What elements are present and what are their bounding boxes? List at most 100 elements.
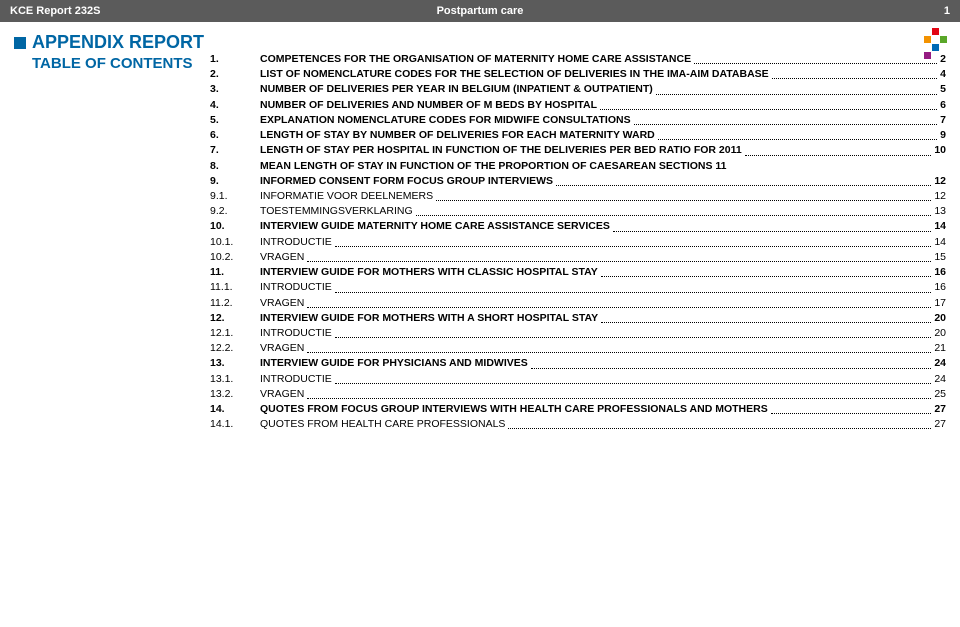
toc-leader-dots: [601, 276, 932, 277]
toc-entry-label: NUMBER OF DELIVERIES PER YEAR IN BELGIUM…: [260, 82, 653, 97]
toc-entry-number: 14.1.: [210, 417, 260, 432]
toc-entry-page: 20: [934, 326, 946, 341]
header-doc-title: Postpartum care: [437, 5, 524, 17]
toc-entry: 2.LIST OF NOMENCLATURE CODES FOR THE SEL…: [210, 67, 946, 82]
toc-leader-dots: [694, 63, 937, 64]
toc-entry-text: LENGTH OF STAY PER HOSPITAL IN FUNCTION …: [260, 143, 946, 158]
toc-entry-page: 14: [934, 235, 946, 250]
toc-entry-page: 7: [940, 113, 946, 128]
toc-entry-text: VRAGEN17: [260, 296, 946, 311]
toc-list: 1.COMPETENCES FOR THE ORGANISATION OF MA…: [210, 32, 946, 432]
page-content: APPENDIX REPORT TABLE OF CONTENTS 1.COMP…: [0, 22, 960, 432]
header-page-number: 1: [944, 5, 950, 17]
toc-entry-page: 6: [940, 98, 946, 113]
toc-leader-dots: [335, 246, 932, 247]
toc-entry: 7.LENGTH OF STAY PER HOSPITAL IN FUNCTIO…: [210, 143, 946, 158]
toc-entry-number: 10.2.: [210, 250, 260, 265]
header-report-id: KCE Report 232S: [10, 5, 100, 17]
toc-leader-dots: [745, 155, 932, 156]
toc-entry-label: LENGTH OF STAY BY NUMBER OF DELIVERIES F…: [260, 128, 655, 143]
toc-leader-dots: [335, 337, 932, 338]
toc-entry-text: INFORMATIE VOOR DEELNEMERS12: [260, 189, 946, 204]
toc-entry-text: TOESTEMMINGSVERKLARING 13: [260, 204, 946, 219]
toc-entry-label: INTERVIEW GUIDE FOR MOTHERS WITH CLASSIC…: [260, 265, 598, 280]
toc-entry-number: 12.1.: [210, 326, 260, 341]
toc-entry: 3.NUMBER OF DELIVERIES PER YEAR IN BELGI…: [210, 82, 946, 97]
toc-entry: 13.2.VRAGEN25: [210, 387, 946, 402]
toc-entry-text: INTRODUCTIE16: [260, 280, 946, 295]
toc-leader-dots: [613, 231, 931, 232]
toc-entry-label: COMPETENCES FOR THE ORGANISATION OF MATE…: [260, 52, 691, 67]
toc-entry-label: EXPLANATION NOMENCLATURE CODES FOR MIDWI…: [260, 113, 631, 128]
toc-entry-label: LENGTH OF STAY PER HOSPITAL IN FUNCTION …: [260, 143, 742, 158]
toc-entry-label: INTERVIEW GUIDE FOR PHYSICIANS AND MIDWI…: [260, 356, 528, 371]
toc-entry-label: TOESTEMMINGSVERKLARING: [260, 204, 413, 219]
toc-entry-text: MEAN LENGTH OF STAY IN FUNCTION OF THE P…: [260, 159, 946, 174]
toc-entry-number: 3.: [210, 82, 260, 97]
toc-entry-label: VRAGEN: [260, 341, 304, 356]
toc-leader-dots: [416, 215, 932, 216]
toc-entry-text: NUMBER OF DELIVERIES AND NUMBER OF M BED…: [260, 98, 946, 113]
toc-entry-page: 25: [934, 387, 946, 402]
toc-entry-page: 13: [934, 204, 946, 219]
toc-leader-dots: [531, 368, 932, 369]
toc-entry: 10.INTERVIEW GUIDE MATERNITY HOME CARE A…: [210, 219, 946, 234]
toc-entry-label: INTERVIEW GUIDE FOR MOTHERS WITH A SHORT…: [260, 311, 598, 326]
toc-entry-number: 12.: [210, 311, 260, 326]
toc-entry-page: 15: [934, 250, 946, 265]
toc-entry-number: 14.: [210, 402, 260, 417]
toc-entry-label: INTRODUCTIE: [260, 235, 332, 250]
toc-entry-text: INTERVIEW GUIDE MATERNITY HOME CARE ASSI…: [260, 219, 946, 234]
toc-entry-label: INTERVIEW GUIDE MATERNITY HOME CARE ASSI…: [260, 219, 610, 234]
appendix-heading-text: APPENDIX REPORT: [32, 32, 204, 53]
logo-square-icon: [924, 36, 931, 43]
toc-entry-text: INFORMED CONSENT FORM FOCUS GROUP INTERV…: [260, 174, 946, 189]
toc-entry-page: 24: [934, 356, 946, 371]
toc-entry: 4.NUMBER OF DELIVERIES AND NUMBER OF M B…: [210, 98, 946, 113]
toc-entry-page: 27: [934, 417, 946, 432]
toc-entry-number: 2.: [210, 67, 260, 82]
toc-entry: 9.INFORMED CONSENT FORM FOCUS GROUP INTE…: [210, 174, 946, 189]
toc-entry-number: 8.: [210, 159, 260, 174]
toc-entry: 6.LENGTH OF STAY BY NUMBER OF DELIVERIES…: [210, 128, 946, 143]
toc-entry-number: 11.2.: [210, 296, 260, 311]
toc-entry: 13.1.INTRODUCTIE24: [210, 372, 946, 387]
toc-entry: 12.INTERVIEW GUIDE FOR MOTHERS WITH A SH…: [210, 311, 946, 326]
toc-entry-number: 13.2.: [210, 387, 260, 402]
toc-entry-text: INTRODUCTIE 14: [260, 235, 946, 250]
toc-entry-number: 10.: [210, 219, 260, 234]
toc-entry-number: 9.2.: [210, 204, 260, 219]
toc-leader-dots: [307, 398, 931, 399]
toc-entry: 11.2.VRAGEN17: [210, 296, 946, 311]
toc-entry-label: MEAN LENGTH OF STAY IN FUNCTION OF THE P…: [260, 159, 727, 174]
toc-entry-text: INTRODUCTIE20: [260, 326, 946, 341]
toc-entry-label: NUMBER OF DELIVERIES AND NUMBER OF M BED…: [260, 98, 597, 113]
toc-entry-text: QUOTES FROM FOCUS GROUP INTERVIEWS WITH …: [260, 402, 946, 417]
toc-entry-text: INTERVIEW GUIDE FOR MOTHERS WITH CLASSIC…: [260, 265, 946, 280]
toc-heading: TABLE OF CONTENTS: [32, 55, 210, 72]
toc-entry-page: 12: [934, 189, 946, 204]
toc-entry-label: INFORMED CONSENT FORM FOCUS GROUP INTERV…: [260, 174, 553, 189]
toc-entry: 10.1.INTRODUCTIE14: [210, 235, 946, 250]
toc-entry-label: INTRODUCTIE: [260, 372, 332, 387]
toc-entry-text: LENGTH OF STAY BY NUMBER OF DELIVERIES F…: [260, 128, 946, 143]
toc-entry-page: 5: [940, 82, 946, 97]
toc-entry-page: 16: [934, 265, 946, 280]
toc-entry: 9.1.INFORMATIE VOOR DEELNEMERS12: [210, 189, 946, 204]
toc-entry-label: LIST OF NOMENCLATURE CODES FOR THE SELEC…: [260, 67, 769, 82]
toc-entry-text: INTERVIEW GUIDE FOR PHYSICIANS AND MIDWI…: [260, 356, 946, 371]
toc-entry: 9.2.TOESTEMMINGSVERKLARING 13: [210, 204, 946, 219]
toc-entry-number: 9.: [210, 174, 260, 189]
toc-entry-number: 11.: [210, 265, 260, 280]
toc-entry-page: 12: [934, 174, 946, 189]
logo-square-icon: [924, 52, 931, 59]
toc-entry-text: VRAGEN25: [260, 387, 946, 402]
toc-entry-label: QUOTES FROM FOCUS GROUP INTERVIEWS WITH …: [260, 402, 768, 417]
toc-entry-number: 6.: [210, 128, 260, 143]
toc-entry-page: 10: [934, 143, 946, 158]
toc-entry: 12.2.VRAGEN21: [210, 341, 946, 356]
toc-leader-dots: [335, 292, 932, 293]
toc-leader-dots: [508, 428, 931, 429]
toc-entry-number: 9.1.: [210, 189, 260, 204]
toc-entry: 14.1.QUOTES FROM HEALTH CARE PROFESSIONA…: [210, 417, 946, 432]
